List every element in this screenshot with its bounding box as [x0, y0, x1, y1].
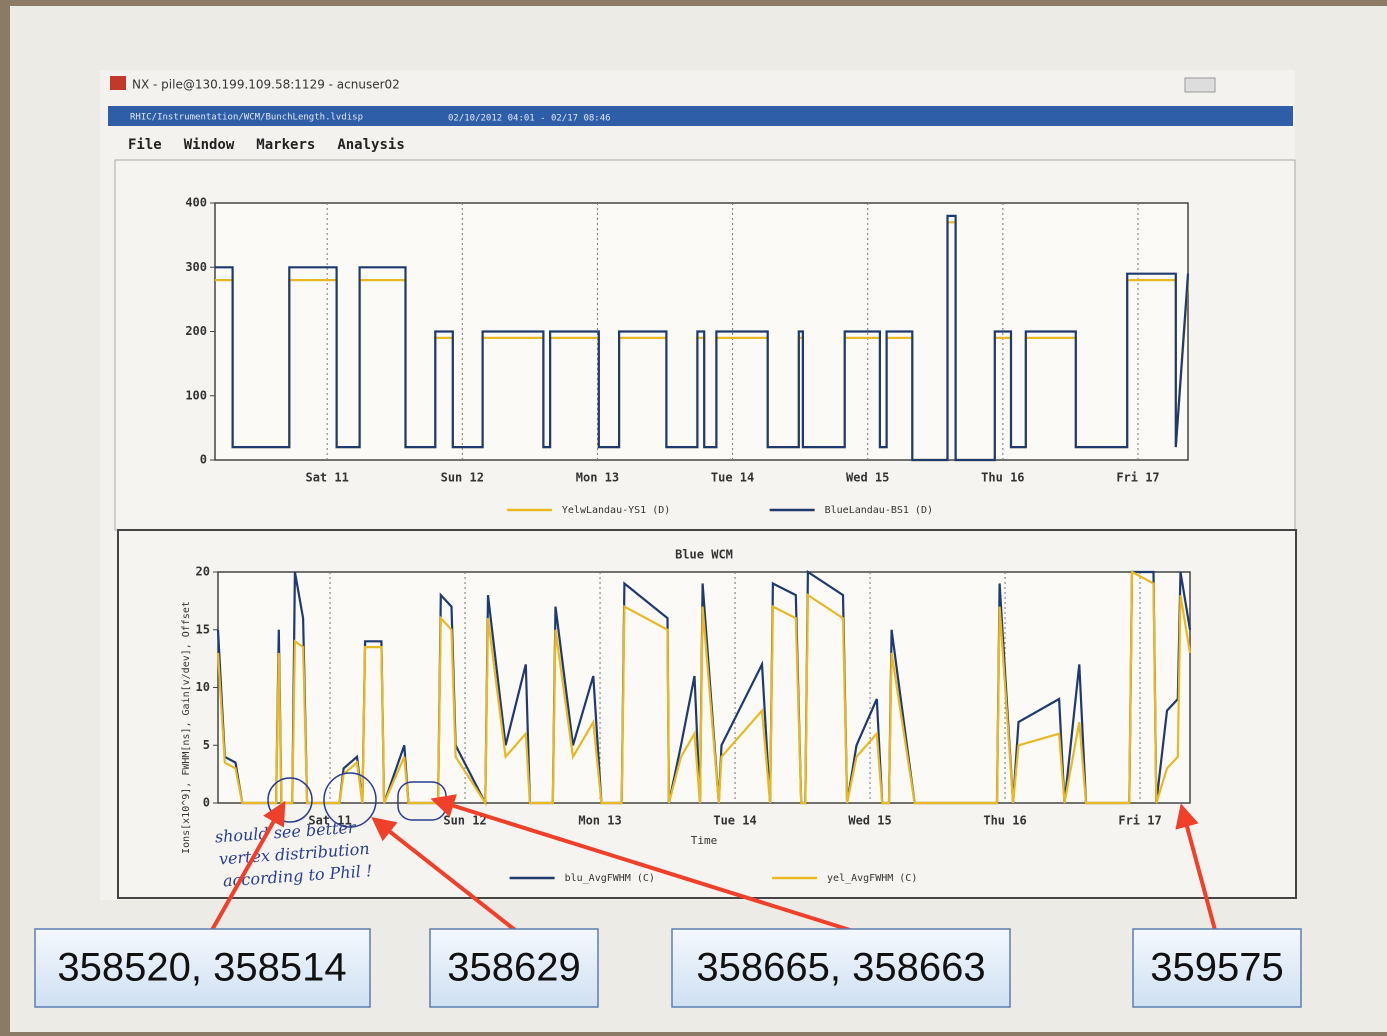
window-title: NX - pile@130.199.109.58:1129 - acnuser0… [132, 78, 400, 92]
screenshot: NX - pile@130.199.109.58:1129 - acnuser0… [0, 0, 1387, 1032]
x-tick-label: Thu 16 [983, 814, 1026, 828]
legend-label: yel_AvgFWHM (C) [827, 873, 917, 884]
x-tick-label: Tue 14 [711, 471, 754, 485]
x-axis-label: Time [691, 834, 718, 847]
menu-item[interactable]: Analysis [337, 137, 404, 153]
menu-item[interactable]: Markers [256, 137, 315, 153]
annotation-label: 358520, 358514 [57, 946, 346, 990]
legend-label: YelwLandau-YS1 (D) [562, 505, 670, 516]
y-tick-label: 0 [203, 796, 210, 810]
legend-label: blu_AvgFWHM (C) [565, 873, 655, 884]
app-icon [110, 76, 126, 90]
y-tick-label: 20 [196, 565, 210, 579]
y-tick-label: 400 [185, 196, 207, 210]
x-tick-label: Tue 14 [713, 814, 756, 828]
legend-label: BlueLandau-BS1 (D) [825, 505, 933, 516]
time-range: 02/10/2012 04:01 - 02/17 08:46 [448, 114, 611, 124]
x-tick-label: Wed 15 [846, 471, 889, 485]
page: NX - pile@130.199.109.58:1129 - acnuser0… [0, 0, 1387, 1032]
annotation-label: 358629 [447, 946, 580, 990]
y-tick-label: 10 [196, 680, 210, 694]
annotation-label: 358665, 358663 [696, 946, 985, 990]
annotation-label: 359575 [1150, 946, 1283, 990]
minimize-button[interactable] [1185, 78, 1215, 92]
y-axis-label: Ions[x10^9], FWHM[ns], Gain[v/dev], Offs… [181, 601, 192, 854]
doc-path: RHIC/Instrumentation/WCM/BunchLength.lvd… [130, 113, 363, 123]
y-tick-label: 300 [185, 260, 207, 274]
x-tick-label: Wed 15 [848, 814, 891, 828]
menu-item[interactable]: Window [184, 137, 235, 153]
chart-title: Blue WCM [675, 548, 733, 562]
y-tick-label: 100 [185, 388, 207, 402]
x-tick-label: Sun 12 [441, 471, 484, 485]
x-tick-label: Fri 17 [1116, 471, 1159, 485]
x-tick-label: Sat 11 [305, 471, 348, 485]
y-tick-label: 0 [200, 453, 207, 467]
x-tick-label: Mon 13 [576, 471, 619, 485]
menu-item[interactable]: File [128, 137, 162, 153]
y-tick-label: 200 [185, 324, 207, 338]
y-tick-label: 15 [196, 622, 210, 636]
y-tick-label: 5 [203, 738, 210, 752]
x-tick-label: Fri 17 [1118, 814, 1161, 828]
x-tick-label: Mon 13 [578, 814, 621, 828]
x-tick-label: Thu 16 [981, 471, 1024, 485]
